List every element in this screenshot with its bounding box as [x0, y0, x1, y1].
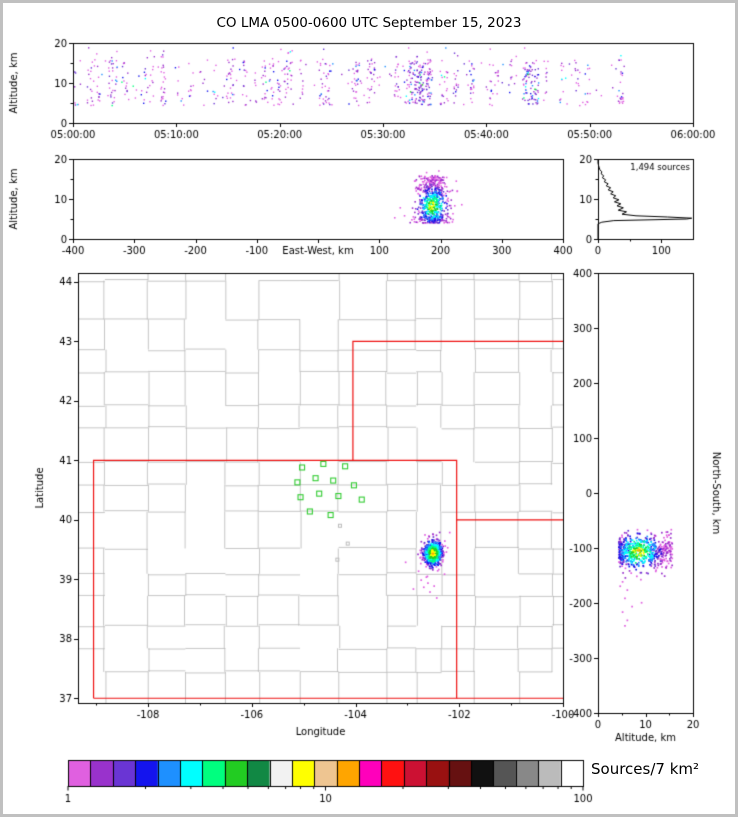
colorbar [3, 748, 735, 812]
colorbar-units-label: Sources/7 km² [591, 760, 700, 778]
altitude-histogram-panel [578, 151, 735, 259]
plot-title: CO LMA 0500-0600 UTC September 15, 2023 [216, 15, 522, 31]
time-height-panel [3, 33, 735, 151]
east-west-altitude-panel [3, 151, 578, 259]
map-panel [3, 261, 578, 746]
north-south-altitude-panel [563, 261, 735, 746]
